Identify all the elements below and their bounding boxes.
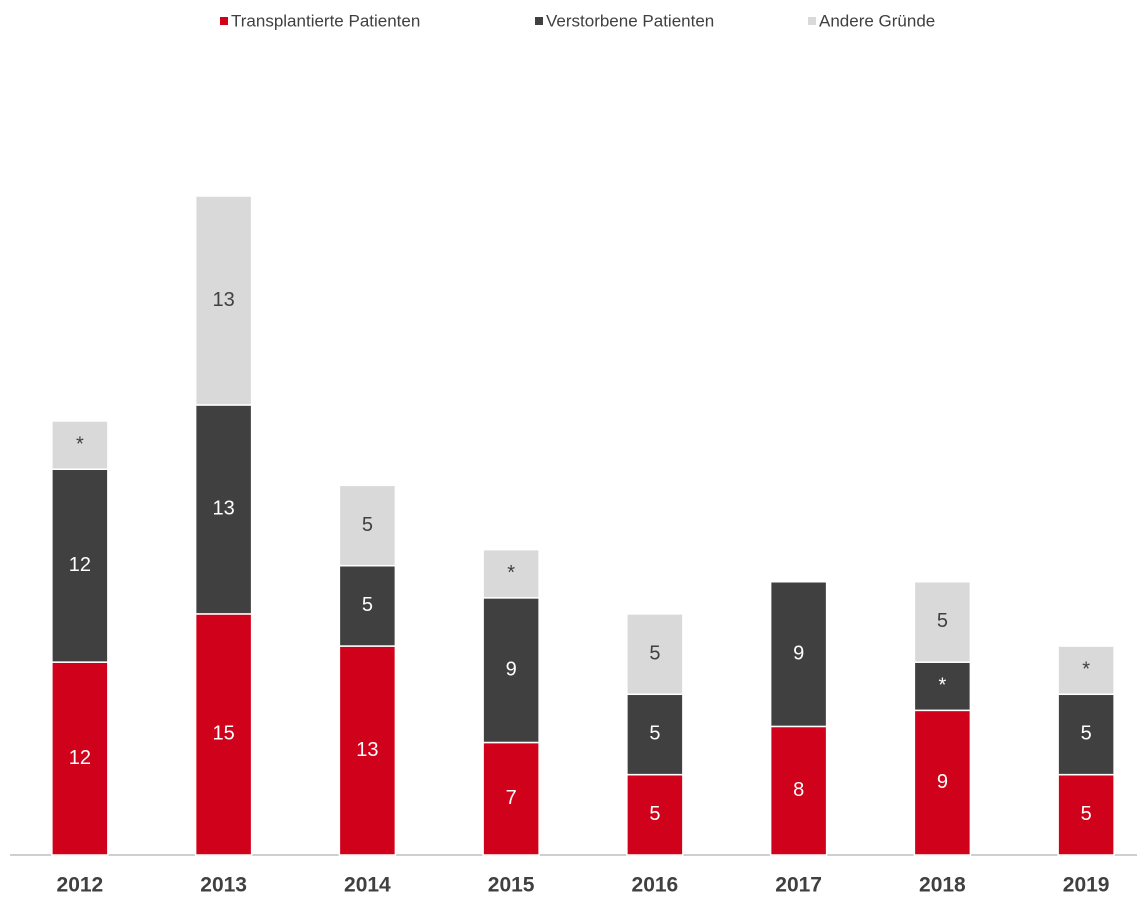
data-label: 5: [1081, 803, 1092, 825]
x-tick-label: 2015: [488, 874, 535, 897]
data-label: 12: [69, 747, 91, 769]
data-label: *: [76, 433, 84, 455]
bar-segment: [51, 661, 109, 856]
bar-segment: [51, 468, 109, 663]
bar-segment: [1057, 645, 1115, 696]
data-label: 5: [937, 610, 948, 632]
data-label: 7: [506, 787, 517, 809]
legend-swatch: [808, 17, 816, 25]
data-label: 12: [69, 554, 91, 576]
legend-label: Transplantierte Patienten: [231, 11, 420, 30]
bar-segment: [194, 613, 253, 856]
bar-segment: [769, 581, 828, 728]
data-label: *: [1082, 658, 1090, 680]
bar-segment: [626, 773, 684, 856]
bar-segment: [913, 661, 972, 712]
x-tick-label: 2012: [57, 874, 104, 897]
bar-segment: [626, 693, 684, 776]
bar-segment: [913, 709, 972, 856]
bar-segment: [194, 195, 253, 406]
legend-label: Andere Gründe: [819, 11, 935, 30]
x-tick-label: 2019: [1063, 874, 1110, 897]
x-tick-label: 2018: [919, 874, 966, 897]
data-label: 15: [213, 723, 235, 745]
x-tick-label: 2013: [200, 874, 247, 897]
x-tick-label: 2017: [775, 874, 822, 897]
data-label: 13: [356, 739, 378, 761]
bar-segment: [1057, 693, 1115, 776]
data-label: 9: [937, 771, 948, 793]
bar-segment: [338, 645, 397, 856]
data-label: 5: [649, 803, 660, 825]
data-label: *: [507, 562, 515, 584]
data-label: 13: [213, 498, 235, 520]
data-label: 13: [213, 289, 235, 311]
data-label: 9: [793, 642, 804, 664]
data-label: 9: [506, 658, 517, 680]
x-tick-label: 2014: [344, 874, 391, 897]
data-label: 8: [793, 779, 804, 801]
bar-segment: [769, 725, 828, 856]
data-label: *: [938, 675, 946, 697]
bar-segment: [482, 597, 540, 744]
bar-segment: [626, 613, 684, 696]
legend-label: Verstorbene Patienten: [546, 11, 714, 30]
legend-swatch: [535, 17, 543, 25]
bar-segment: [482, 741, 540, 856]
legend-swatch: [220, 17, 228, 25]
bar-segment: [338, 564, 397, 647]
data-label: 5: [1081, 723, 1092, 745]
bar-segment: [913, 581, 972, 663]
data-label: 5: [649, 723, 660, 745]
bar-segment: [194, 404, 253, 615]
bar-segment: [1057, 773, 1115, 856]
data-label: 5: [362, 594, 373, 616]
x-tick-label: 2016: [632, 874, 679, 897]
data-label: 5: [362, 514, 373, 536]
bar-segment: [51, 420, 109, 470]
bar-segment: [338, 484, 397, 567]
data-label: 5: [649, 642, 660, 664]
bar-segment: [482, 548, 540, 599]
